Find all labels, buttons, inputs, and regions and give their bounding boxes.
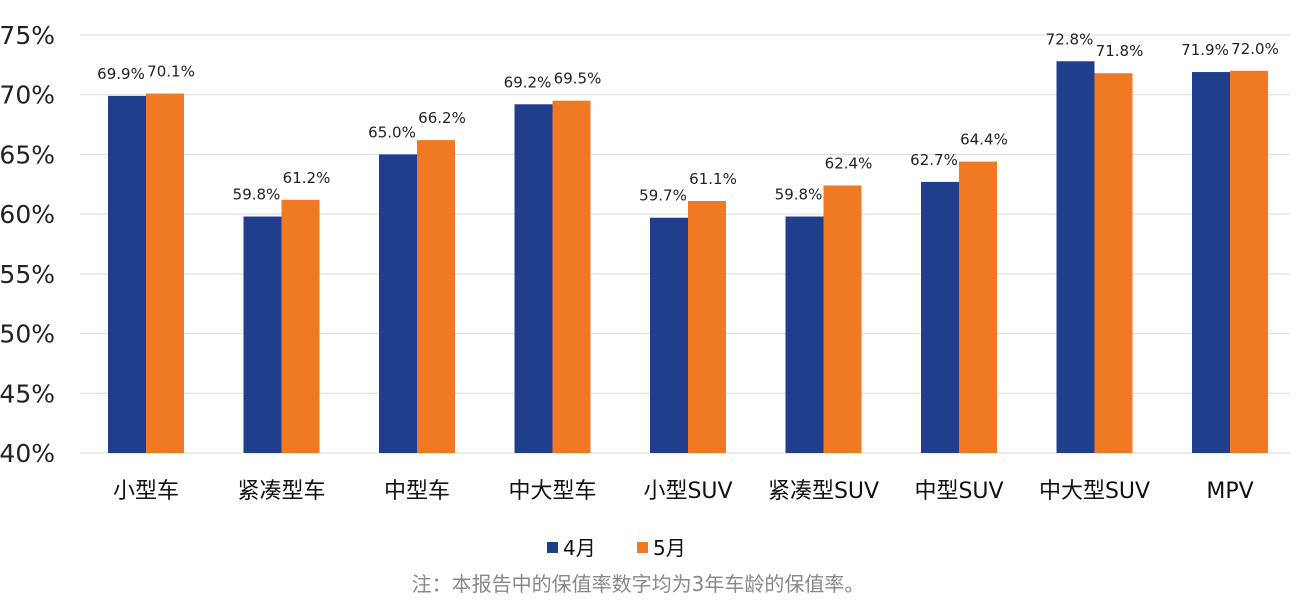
bar: [921, 181, 959, 453]
x-tick-label: 小型SUV: [643, 479, 732, 504]
data-labels: 69.9% 70.1%59.8%61.2%65.0%66.2%69.2% 69.5%…: [97, 30, 1279, 204]
y-axis-ticks: 40% 45% 50% 55% 60% 65% 70% 75%: [0, 21, 55, 468]
bar: [1192, 72, 1230, 453]
y-tick-label: 60%: [0, 200, 55, 229]
bar: [243, 216, 282, 453]
footnote: 注：本报告中的保值率数字均为3年车龄的保值率。: [412, 572, 865, 596]
data-label: 59.7%: [639, 187, 687, 205]
bar: [281, 199, 320, 453]
bar: [379, 154, 417, 453]
x-tick-label: 中大型SUV: [1039, 479, 1150, 504]
data-label: 62.7%: [910, 151, 958, 169]
bar: [785, 216, 824, 453]
x-tick-label: 紧凑型SUV: [768, 479, 879, 504]
bar: [1094, 73, 1133, 454]
bar: [514, 104, 553, 454]
data-label: 64.4%: [960, 131, 1008, 149]
y-tick-label: 40%: [0, 439, 55, 468]
data-label: 72.8%: [1046, 30, 1094, 48]
bar: [688, 201, 726, 453]
x-tick-label: MPV: [1206, 479, 1253, 504]
data-label: 59.8%: [775, 186, 823, 204]
legend-label: 4月: [563, 536, 596, 560]
x-tick-label: 中型车: [384, 479, 450, 504]
data-label: 65.0%: [368, 123, 416, 141]
data-label: 71.9%: [1181, 41, 1229, 59]
bar: [552, 100, 591, 453]
bar: [1230, 70, 1268, 453]
legend-label: 5月: [653, 536, 686, 560]
bars: [108, 61, 1268, 454]
x-axis-ticks: 小型车 紧凑型车 中型车 中大型车 小型SUV 紧凑型SUV 中型SUV 中大型SUV MPV: [113, 479, 1254, 504]
y-tick-label: 45%: [0, 379, 55, 408]
bar: [108, 95, 146, 453]
data-label: 61.2%: [283, 169, 331, 187]
x-tick-label: 小型车: [113, 479, 179, 504]
data-label: 62.4%: [825, 154, 873, 172]
bar: [1056, 61, 1095, 453]
y-tick-label: 55%: [0, 260, 55, 289]
bar: [650, 217, 688, 453]
x-tick-label: 中大型车: [508, 479, 596, 504]
y-tick-label: 75%: [0, 21, 55, 50]
legend: 4月 5月: [547, 536, 686, 560]
data-label: 71.8%: [1096, 42, 1144, 60]
bar: [417, 140, 455, 453]
x-tick-label: 紧凑型车: [237, 479, 325, 504]
data-label: 66.2%: [418, 109, 466, 127]
data-label: 69.2%: [504, 73, 552, 91]
bar: [146, 93, 184, 454]
data-label: 59.8%: [233, 186, 281, 204]
legend-swatch: [637, 542, 648, 553]
y-tick-label: 70%: [0, 81, 55, 110]
bar: [959, 161, 997, 453]
data-label: 69.9%: [97, 65, 145, 83]
data-label: 70.1%: [147, 63, 195, 81]
legend-swatch: [547, 542, 558, 553]
y-tick-label: 50%: [0, 320, 55, 349]
data-label: 61.1%: [689, 170, 737, 188]
y-tick-label: 65%: [0, 140, 55, 169]
data-label: 69.5%: [554, 70, 602, 88]
x-tick-label: 中型SUV: [914, 479, 1003, 504]
data-label: 72.0%: [1231, 40, 1279, 58]
bar: [823, 185, 862, 454]
